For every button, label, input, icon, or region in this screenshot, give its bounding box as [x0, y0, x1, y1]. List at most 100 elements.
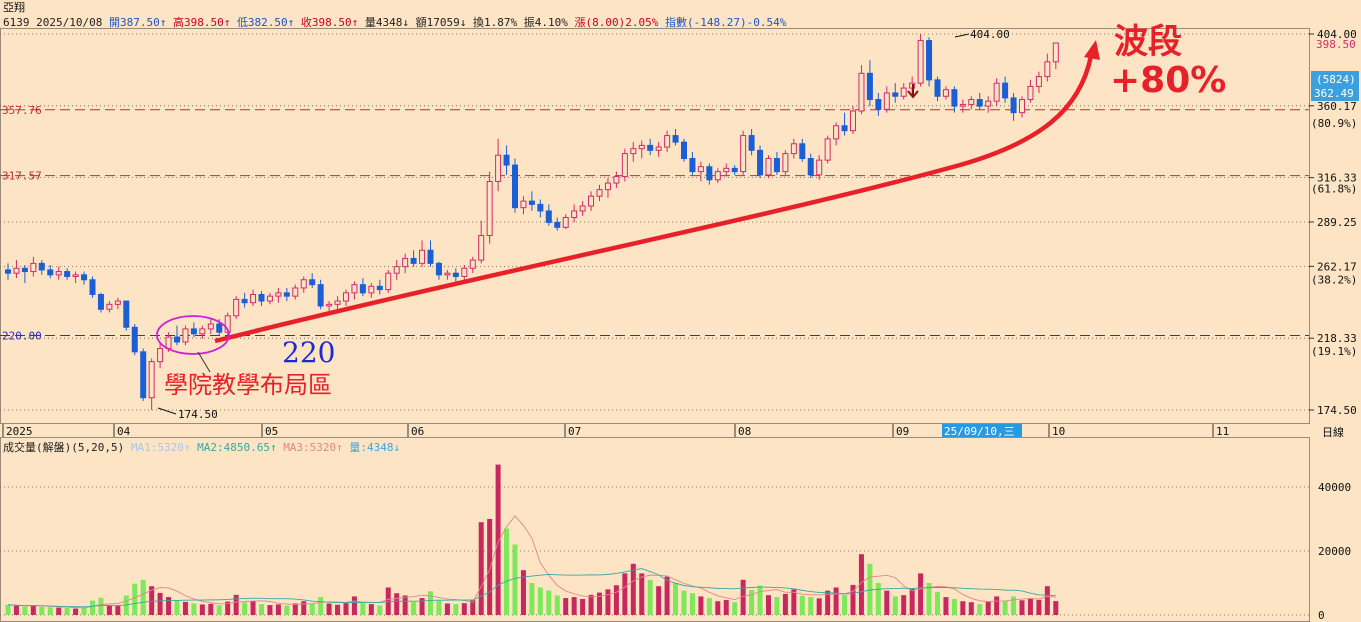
volume-bar	[495, 464, 501, 615]
volume-bar	[757, 585, 763, 615]
date-label: 2025	[6, 425, 33, 438]
period-label[interactable]: 日線	[1322, 425, 1344, 439]
volume-bar	[909, 588, 915, 615]
candle-body	[376, 285, 383, 291]
candle-body	[537, 203, 544, 212]
candle-body	[554, 221, 561, 228]
volume-header: 成交量(解盤)(5,20,5) MA1:5320↑ MA2:4850.65↑ M…	[3, 440, 400, 454]
pct-label: (19.1%)	[1311, 345, 1357, 358]
volume-bar	[39, 607, 45, 615]
volume-bar	[81, 607, 87, 615]
candle-body	[562, 216, 569, 228]
candles	[5, 34, 1059, 410]
volume-bar	[140, 579, 146, 615]
candle-body	[351, 284, 358, 294]
volume-bar	[56, 607, 62, 615]
volume-bar	[149, 586, 155, 615]
date-label: 07	[568, 425, 581, 438]
candle-body	[672, 135, 679, 143]
volume-header-seg-1: MA1:5320↑	[131, 441, 197, 454]
volume-bar	[284, 605, 290, 615]
candle-body	[892, 92, 899, 97]
volume-bar	[98, 597, 104, 615]
candle-body	[385, 272, 392, 291]
volume-bar	[630, 563, 636, 615]
candle-body	[1010, 97, 1017, 114]
volume-bar	[546, 590, 552, 615]
volume-tick-label: 40000	[1318, 481, 1351, 494]
candle-body	[64, 271, 71, 277]
volume-bar	[605, 589, 611, 615]
candle-body	[368, 285, 375, 294]
volume-header-seg-2: MA2:4850.65↑	[197, 441, 283, 454]
candle-body	[951, 89, 958, 107]
candle-body	[140, 351, 147, 399]
volume-bar	[951, 599, 957, 615]
candle-body	[545, 210, 552, 223]
volume-bar	[428, 591, 433, 615]
volume-bar	[664, 576, 670, 615]
candle-body	[748, 135, 755, 151]
candle-body	[942, 89, 949, 97]
volume-bar	[588, 594, 594, 615]
volume-bar	[1027, 598, 1033, 615]
candle-body	[782, 153, 789, 173]
header-seg-6: 額17059↓	[416, 16, 473, 29]
candle-body	[275, 292, 282, 297]
volume-bar	[774, 597, 780, 615]
candle-body	[250, 293, 257, 304]
volume-bar	[368, 604, 374, 615]
volume-bar	[487, 519, 493, 615]
price-panel-frame	[0, 28, 1310, 424]
candle-body	[343, 292, 349, 302]
candle-body	[317, 284, 324, 307]
header-seg-7: 換1.87%	[473, 16, 524, 29]
candle-body	[900, 87, 907, 97]
candle-body	[233, 298, 240, 317]
volume-bar	[504, 528, 510, 615]
volume-bar	[233, 594, 239, 615]
candle-body	[72, 274, 79, 277]
candle-body	[123, 300, 130, 328]
candle-body	[917, 40, 924, 84]
candle-body	[866, 72, 873, 101]
base-ellipse	[156, 315, 230, 355]
candle-body	[816, 159, 823, 176]
pct-label: (38.2%)	[1311, 273, 1357, 286]
volume-bar	[918, 573, 924, 615]
volume-bar	[639, 573, 645, 615]
candle-body	[359, 284, 366, 294]
candle-body	[190, 328, 197, 335]
volume-bar	[326, 603, 332, 615]
volume-bar	[715, 601, 721, 615]
date-label: 05	[265, 425, 278, 438]
candle-body	[283, 292, 290, 297]
volume-bar	[394, 593, 400, 615]
header-seg-2: 高398.50↑	[173, 15, 237, 29]
candle-body	[512, 164, 518, 209]
pct-label: (80.9%)	[1311, 117, 1357, 130]
volume-bar	[1036, 599, 1042, 615]
candle-body	[258, 293, 265, 302]
volume-bar	[90, 600, 95, 615]
candle-body	[224, 315, 231, 333]
pct-label: (61.8%)	[1311, 183, 1357, 196]
volume-bar	[799, 595, 805, 615]
volume-bar	[842, 595, 848, 615]
volume-bar	[208, 603, 214, 615]
candle-body	[461, 267, 468, 277]
price-tick-label: 404.00	[1317, 28, 1357, 41]
candle-body	[444, 272, 451, 276]
volume-bar	[901, 595, 907, 615]
info-box-line1: (5824)	[1316, 73, 1356, 86]
volume-bar	[115, 606, 121, 615]
candle-body	[731, 167, 738, 173]
volume-bar	[782, 593, 788, 615]
volume-bar	[935, 591, 940, 615]
volume-bar	[360, 602, 366, 615]
header-seg-5: 量4348↓	[365, 16, 416, 29]
candle-body	[216, 323, 223, 333]
volume-ma-line	[7, 568, 1056, 608]
volume-bar	[537, 587, 543, 615]
